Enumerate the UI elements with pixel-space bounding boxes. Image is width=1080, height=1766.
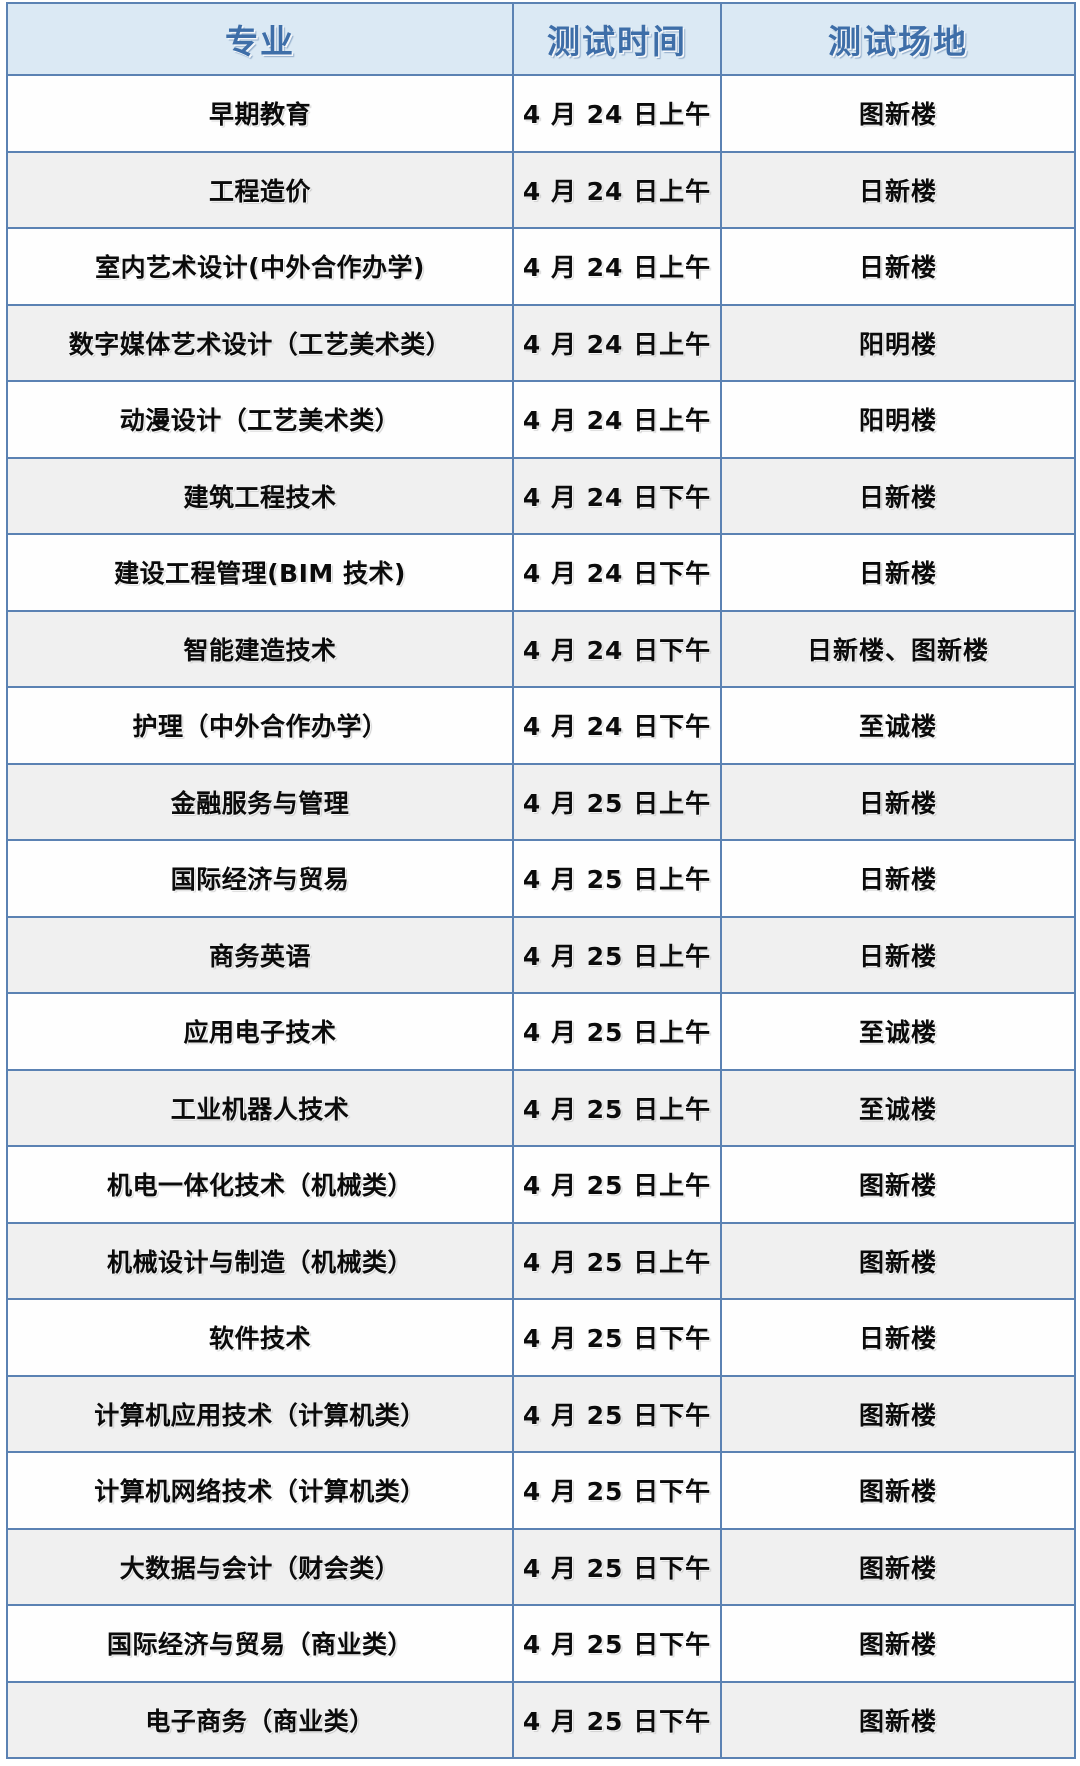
cell-venue: 至诚楼 — [720, 686, 1076, 765]
table-row: 机械设计与制造（机械类） 4 月 25 日上午 图新楼 — [6, 1221, 1076, 1300]
table-row: 国际经济与贸易（商业类） 4 月 25 日下午 图新楼 — [6, 1604, 1076, 1683]
cell-time: 4 月 24 日下午 — [512, 456, 722, 535]
cell-venue: 日新楼 — [720, 227, 1076, 306]
table-row: 金融服务与管理 4 月 25 日上午 日新楼 — [6, 762, 1076, 841]
table-row: 动漫设计（工艺美术类） 4 月 24 日上午 阳明楼 — [6, 380, 1076, 459]
cell-venue: 图新楼 — [720, 1680, 1076, 1759]
cell-time: 4 月 24 日上午 — [512, 380, 722, 459]
cell-time: 4 月 25 日下午 — [512, 1298, 722, 1377]
cell-time: 4 月 25 日上午 — [512, 1068, 722, 1147]
cell-venue: 日新楼 — [720, 533, 1076, 612]
cell-time: 4 月 24 日上午 — [512, 303, 722, 382]
cell-major: 电子商务（商业类） — [6, 1680, 514, 1759]
cell-time: 4 月 25 日下午 — [512, 1527, 722, 1606]
cell-major: 建筑工程技术 — [6, 456, 514, 535]
cell-time: 4 月 24 日上午 — [512, 227, 722, 306]
table-row: 计算机应用技术（计算机类） 4 月 25 日下午 图新楼 — [6, 1374, 1076, 1453]
column-header-time: 测试时间 — [512, 2, 722, 76]
table-row: 应用电子技术 4 月 25 日上午 至诚楼 — [6, 992, 1076, 1071]
cell-venue: 日新楼 — [720, 762, 1076, 841]
cell-venue: 图新楼 — [720, 1451, 1076, 1530]
cell-venue: 日新楼 — [720, 456, 1076, 535]
cell-venue: 至诚楼 — [720, 1068, 1076, 1147]
exam-schedule-table: 专业 测试时间 测试场地 早期教育 4 月 24 日上午 图新楼 工程造价 4 月 24… — [6, 2, 1076, 1759]
table-row: 商务英语 4 月 25 日上午 日新楼 — [6, 915, 1076, 994]
cell-major: 智能建造技术 — [6, 609, 514, 688]
cell-major: 护理（中外合作办学） — [6, 686, 514, 765]
cell-time: 4 月 24 日下午 — [512, 533, 722, 612]
table-row: 机电一体化技术（机械类） 4 月 25 日上午 图新楼 — [6, 1145, 1076, 1224]
cell-venue: 图新楼 — [720, 1145, 1076, 1224]
table-row: 数字媒体艺术设计（工艺美术类） 4 月 24 日上午 阳明楼 — [6, 303, 1076, 382]
cell-venue: 图新楼 — [720, 1374, 1076, 1453]
table-row: 早期教育 4 月 24 日上午 图新楼 — [6, 74, 1076, 153]
cell-major: 金融服务与管理 — [6, 762, 514, 841]
table-row: 大数据与会计（财会类） 4 月 25 日下午 图新楼 — [6, 1527, 1076, 1606]
cell-time: 4 月 25 日下午 — [512, 1374, 722, 1453]
cell-venue: 日新楼 — [720, 1298, 1076, 1377]
cell-major: 工业机器人技术 — [6, 1068, 514, 1147]
cell-time: 4 月 25 日下午 — [512, 1604, 722, 1683]
cell-time: 4 月 25 日下午 — [512, 1680, 722, 1759]
table-row: 建设工程管理(BIM 技术) 4 月 24 日下午 日新楼 — [6, 533, 1076, 612]
table-header-row: 专业 测试时间 测试场地 — [6, 2, 1076, 76]
table-row: 工业机器人技术 4 月 25 日上午 至诚楼 — [6, 1068, 1076, 1147]
cell-venue: 图新楼 — [720, 1221, 1076, 1300]
cell-time: 4 月 25 日上午 — [512, 839, 722, 918]
table-row: 国际经济与贸易 4 月 25 日上午 日新楼 — [6, 839, 1076, 918]
cell-major: 国际经济与贸易（商业类） — [6, 1604, 514, 1683]
cell-time: 4 月 25 日上午 — [512, 1221, 722, 1300]
cell-major: 工程造价 — [6, 150, 514, 229]
cell-venue: 日新楼、图新楼 — [720, 609, 1076, 688]
cell-major: 软件技术 — [6, 1298, 514, 1377]
cell-time: 4 月 25 日上午 — [512, 762, 722, 841]
cell-venue: 图新楼 — [720, 1527, 1076, 1606]
cell-major: 机械设计与制造（机械类） — [6, 1221, 514, 1300]
table-row: 建筑工程技术 4 月 24 日下午 日新楼 — [6, 456, 1076, 535]
cell-major: 商务英语 — [6, 915, 514, 994]
table-row: 室内艺术设计(中外合作办学) 4 月 24 日上午 日新楼 — [6, 227, 1076, 306]
cell-venue: 至诚楼 — [720, 992, 1076, 1071]
cell-time: 4 月 25 日上午 — [512, 915, 722, 994]
cell-venue: 阳明楼 — [720, 380, 1076, 459]
table-row: 工程造价 4 月 24 日上午 日新楼 — [6, 150, 1076, 229]
cell-venue: 日新楼 — [720, 150, 1076, 229]
table-row: 智能建造技术 4 月 24 日下午 日新楼、图新楼 — [6, 609, 1076, 688]
cell-time: 4 月 25 日下午 — [512, 1451, 722, 1530]
schedule-table-container: 专业 测试时间 测试场地 早期教育 4 月 24 日上午 图新楼 工程造价 4 月 24… — [6, 2, 1076, 1759]
cell-major: 建设工程管理(BIM 技术) — [6, 533, 514, 612]
cell-time: 4 月 25 日上午 — [512, 1145, 722, 1224]
table-header: 专业 测试时间 测试场地 — [6, 2, 1076, 76]
cell-major: 应用电子技术 — [6, 992, 514, 1071]
column-header-venue: 测试场地 — [720, 2, 1076, 76]
cell-venue: 日新楼 — [720, 839, 1076, 918]
column-header-major: 专业 — [6, 2, 514, 76]
cell-major: 计算机应用技术（计算机类） — [6, 1374, 514, 1453]
cell-major: 机电一体化技术（机械类） — [6, 1145, 514, 1224]
cell-major: 室内艺术设计(中外合作办学) — [6, 227, 514, 306]
cell-venue: 图新楼 — [720, 1604, 1076, 1683]
cell-major: 早期教育 — [6, 74, 514, 153]
cell-time: 4 月 25 日上午 — [512, 992, 722, 1071]
cell-time: 4 月 24 日下午 — [512, 609, 722, 688]
cell-major: 动漫设计（工艺美术类） — [6, 380, 514, 459]
cell-major: 数字媒体艺术设计（工艺美术类） — [6, 303, 514, 382]
cell-time: 4 月 24 日下午 — [512, 686, 722, 765]
table-row: 计算机网络技术（计算机类） 4 月 25 日下午 图新楼 — [6, 1451, 1076, 1530]
cell-venue: 阳明楼 — [720, 303, 1076, 382]
cell-venue: 日新楼 — [720, 915, 1076, 994]
cell-major: 国际经济与贸易 — [6, 839, 514, 918]
table-row: 软件技术 4 月 25 日下午 日新楼 — [6, 1298, 1076, 1377]
cell-time: 4 月 24 日上午 — [512, 74, 722, 153]
table-row: 护理（中外合作办学） 4 月 24 日下午 至诚楼 — [6, 686, 1076, 765]
table-body: 早期教育 4 月 24 日上午 图新楼 工程造价 4 月 24 日上午 日新楼 室内艺术设计… — [6, 74, 1076, 1759]
cell-major: 大数据与会计（财会类） — [6, 1527, 514, 1606]
cell-venue: 图新楼 — [720, 74, 1076, 153]
table-row: 电子商务（商业类） 4 月 25 日下午 图新楼 — [6, 1680, 1076, 1759]
cell-major: 计算机网络技术（计算机类） — [6, 1451, 514, 1530]
cell-time: 4 月 24 日上午 — [512, 150, 722, 229]
